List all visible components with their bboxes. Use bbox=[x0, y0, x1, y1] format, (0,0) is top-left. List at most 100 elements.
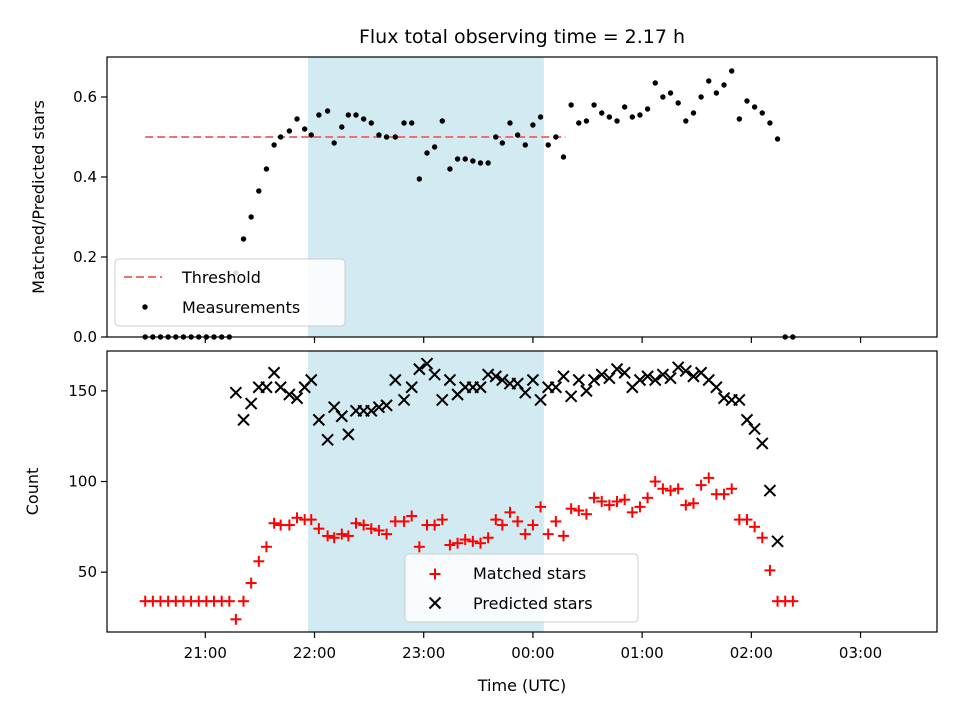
matched-point bbox=[504, 506, 516, 518]
matched-point bbox=[429, 519, 441, 531]
measurement-point bbox=[376, 132, 382, 138]
matched-point bbox=[519, 528, 531, 540]
measurement-point bbox=[470, 158, 476, 164]
bottom-x-axis: 21:00 22:00 23:00 00:00 01:00 02:00 03:00 bbox=[184, 632, 882, 662]
predicted-point bbox=[664, 371, 677, 385]
measurement-point bbox=[507, 120, 513, 126]
bottom-y-tick-label: 100 bbox=[68, 473, 97, 491]
measurement-point bbox=[683, 118, 689, 124]
measurement-point bbox=[308, 132, 314, 138]
x-tick-label: 21:00 bbox=[184, 644, 227, 662]
legend-predicted-swatch bbox=[428, 596, 442, 610]
predicted-point bbox=[717, 391, 731, 405]
measurement-point bbox=[660, 94, 666, 100]
measurement-point bbox=[514, 132, 521, 138]
measurement-point bbox=[301, 126, 308, 132]
matched-point bbox=[436, 514, 448, 526]
matched-point bbox=[603, 499, 615, 511]
matched-point bbox=[642, 492, 654, 504]
predicted-point bbox=[740, 413, 754, 427]
measurement-point bbox=[263, 166, 270, 172]
measurement-point bbox=[271, 142, 277, 148]
predicted-point bbox=[237, 413, 250, 427]
predicted-point bbox=[283, 388, 296, 401]
matched-point bbox=[350, 517, 362, 529]
measurement-point bbox=[774, 136, 781, 142]
predicted-point bbox=[436, 393, 449, 407]
measurement-point bbox=[248, 214, 254, 220]
predicted-point bbox=[649, 373, 662, 387]
matched-point bbox=[253, 555, 265, 567]
predicted-point bbox=[290, 391, 304, 405]
top-y-tick-label: 0.0 bbox=[73, 328, 97, 346]
matched-point bbox=[558, 530, 569, 542]
predicted-point bbox=[595, 368, 608, 381]
predicted-point bbox=[496, 373, 509, 387]
matched-point bbox=[672, 483, 684, 495]
matched-point bbox=[406, 510, 418, 522]
matched-point bbox=[756, 532, 768, 544]
bottom-y-tick-label: 50 bbox=[78, 563, 97, 581]
predicted-point bbox=[305, 373, 318, 387]
matched-point bbox=[726, 483, 738, 495]
top-x-ticks bbox=[204, 337, 862, 343]
predicted-point bbox=[372, 400, 386, 414]
matched-point bbox=[535, 501, 547, 513]
predicted-point bbox=[756, 437, 769, 450]
measurement-point bbox=[591, 102, 597, 108]
top-panel: 0.0 0.2 0.4 0.6 Matched/Predicted stars Thr… bbox=[29, 56, 938, 346]
matched-point bbox=[512, 515, 524, 527]
predicted-point bbox=[397, 393, 411, 407]
matched-point bbox=[665, 485, 677, 497]
predicted-point bbox=[580, 384, 593, 398]
bottom-legend: Matched stars Predicted stars bbox=[404, 553, 639, 623]
measurement-point bbox=[522, 142, 528, 148]
matched-point bbox=[398, 515, 410, 527]
predicted-point bbox=[481, 368, 495, 381]
predicted-point bbox=[633, 373, 647, 387]
measurement-point bbox=[485, 160, 491, 166]
matched-point bbox=[313, 523, 325, 535]
measurement-point bbox=[614, 118, 620, 124]
measurement-point bbox=[240, 236, 247, 242]
measurement-point bbox=[345, 112, 352, 118]
matched-point bbox=[223, 595, 235, 607]
predicted-point bbox=[267, 366, 281, 379]
matched-point bbox=[741, 514, 753, 526]
predicted-point bbox=[511, 377, 524, 390]
predicted-point bbox=[687, 370, 700, 383]
predicted-point bbox=[312, 413, 326, 427]
measurement-point bbox=[713, 90, 720, 96]
top-y-axis-label: Matched/Predicted stars bbox=[29, 100, 48, 294]
bottom-legend-box bbox=[404, 553, 639, 623]
measurement-point bbox=[759, 110, 765, 116]
measurement-point bbox=[728, 68, 735, 74]
top-axes-frame bbox=[106, 56, 938, 338]
measurement-point bbox=[537, 114, 544, 120]
matched-point bbox=[787, 595, 799, 607]
legend-x-mark bbox=[428, 596, 442, 610]
measurement-point bbox=[644, 106, 651, 112]
measurement-point bbox=[545, 142, 551, 148]
matched-point bbox=[550, 515, 562, 527]
matched-point bbox=[634, 501, 646, 513]
measurement-point bbox=[424, 150, 430, 156]
predicted-point bbox=[587, 373, 601, 387]
matched-point bbox=[496, 519, 508, 531]
matched-point bbox=[268, 517, 280, 529]
top-y-tick-label: 0.2 bbox=[73, 248, 97, 266]
matched-point bbox=[703, 472, 715, 484]
measurement-point bbox=[553, 134, 559, 140]
matched-point bbox=[596, 495, 608, 507]
measurement-point bbox=[392, 134, 399, 140]
top-highlight-span bbox=[307, 57, 544, 337]
measurement-point bbox=[286, 128, 293, 134]
predicted-point bbox=[321, 433, 334, 447]
matched-point bbox=[291, 512, 303, 524]
matched-point bbox=[649, 476, 661, 488]
measurement-point bbox=[401, 120, 407, 126]
matched-point bbox=[467, 535, 479, 547]
bottom-y-axis-label: Count bbox=[23, 468, 42, 516]
x-axis-label: Time (UTC) bbox=[477, 676, 566, 695]
